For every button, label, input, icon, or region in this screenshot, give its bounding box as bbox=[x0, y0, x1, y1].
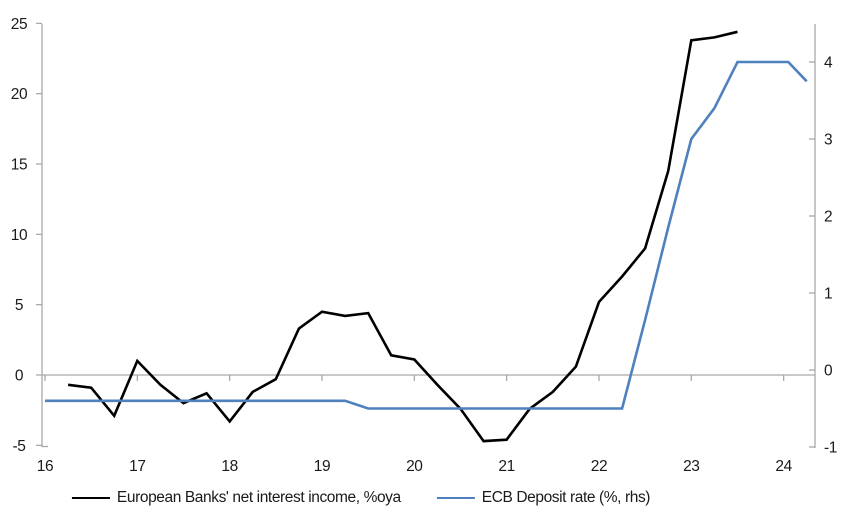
deposit-rate-line bbox=[45, 60, 808, 410]
blue-line-swatch bbox=[436, 497, 475, 499]
x-axis-tick-label: 20 bbox=[406, 458, 423, 475]
right-axis-tick-label: 0 bbox=[824, 363, 833, 380]
x-axis-tick-label: 22 bbox=[591, 458, 607, 475]
x-axis-tick-label: 23 bbox=[683, 458, 699, 475]
left-axis-tick-label: 0 bbox=[15, 368, 24, 385]
legend-item-ecb-deposit-rate: ECB Deposit rate (%, rhs) bbox=[436, 489, 651, 507]
right-axis-tick-label: 4 bbox=[824, 55, 833, 72]
left-axis-tick-label: 25 bbox=[11, 16, 27, 33]
legend-label-net-interest-income: European Banks' net interest income, %oy… bbox=[116, 489, 401, 506]
axes bbox=[36, 22, 816, 448]
x-axis-tick-label: 19 bbox=[314, 458, 330, 475]
right-axis-tick-label: 2 bbox=[824, 209, 832, 226]
left-axis-tick-label: 5 bbox=[15, 297, 23, 314]
black-line-swatch bbox=[71, 497, 110, 499]
x-axis-tick-label: 17 bbox=[129, 458, 145, 475]
nii-line bbox=[67, 30, 738, 443]
left-axis-tick-label: 20 bbox=[11, 86, 28, 103]
x-axis-tick-label: 24 bbox=[775, 458, 792, 475]
series-lines bbox=[45, 30, 808, 443]
right-axis-tick-label: 1 bbox=[824, 286, 832, 303]
legend: European Banks' net interest income, %oy… bbox=[71, 489, 651, 507]
legend-label-ecb-deposit-rate: ECB Deposit rate (%, rhs) bbox=[481, 489, 651, 506]
right-axis-tick-label: -1 bbox=[824, 440, 837, 457]
legend-item-net-interest-income: European Banks' net interest income, %oy… bbox=[71, 489, 401, 507]
left-axis-tick-label: 15 bbox=[11, 157, 27, 174]
x-axis-tick-label: 21 bbox=[498, 458, 514, 475]
left-axis-tick-label: -5 bbox=[13, 438, 26, 455]
x-axis-tick-label: 16 bbox=[37, 458, 53, 475]
x-axis-tick-label: 18 bbox=[221, 458, 237, 475]
left-axis-tick-label: 10 bbox=[11, 227, 28, 244]
right-axis-tick-label: 3 bbox=[824, 132, 832, 149]
